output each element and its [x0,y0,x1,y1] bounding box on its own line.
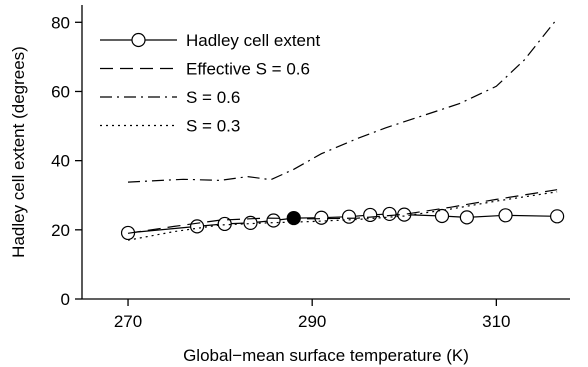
legend-label-1: Effective S = 0.6 [186,60,310,79]
data-point [266,213,281,228]
data-point [217,216,232,232]
x-axis-label: Global−mean surface temperature (K) [183,346,469,365]
data-point [550,209,565,224]
legend-label-0: Hadley cell extent [186,31,320,50]
data-point [434,208,450,224]
legend-marker [131,32,146,48]
x-tick-label: 310 [482,312,510,331]
series-line-1 [127,189,558,234]
axes: 0 20 40 60 80 270 290 310 [51,5,570,331]
data-point [498,208,513,223]
y-tick-label: 20 [51,221,70,240]
legend-label-3: S = 0.3 [186,117,240,136]
plot-area [120,18,565,241]
data-point [382,206,397,222]
data-point [314,210,329,225]
legend: Hadley cell extent Effective S = 0.6 S = 0… [100,31,320,136]
data-point [189,219,205,234]
x-tick-label: 290 [298,312,326,331]
y-tick-label: 0 [61,290,70,309]
x-tick-label: 270 [114,312,142,331]
y-tick-label: 80 [51,13,70,32]
data-point [459,210,474,225]
data-point [363,207,378,223]
data-point [341,209,357,224]
y-tick-label: 60 [51,82,70,101]
legend-label-2: S = 0.6 [186,88,240,107]
data-point [243,215,258,231]
y-tick-label: 40 [51,152,70,171]
series-line-2 [127,18,558,183]
y-axis-label: Hadley cell extent (degrees) [9,46,28,258]
